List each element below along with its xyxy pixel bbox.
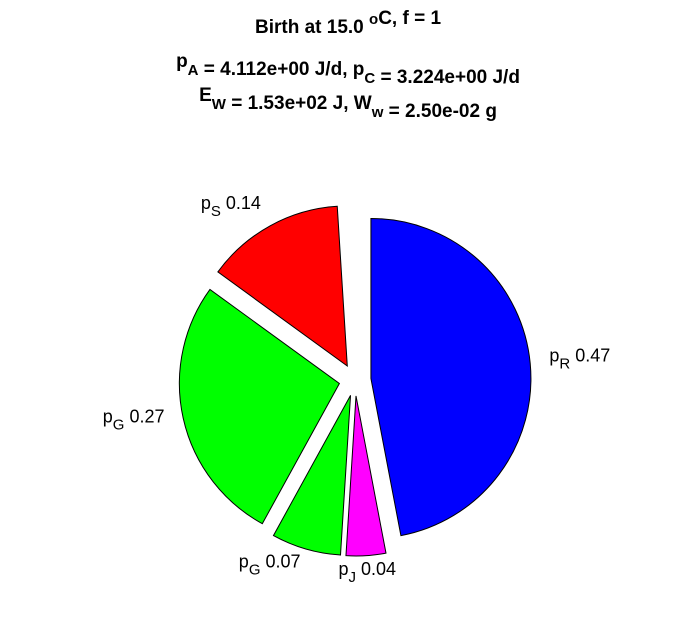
title-text: = 2.50e-02 g (383, 101, 497, 122)
label-base: p (239, 551, 249, 571)
title-sub: A (188, 62, 199, 79)
label-sub: G (249, 561, 261, 578)
label-value: 0.04 (361, 559, 396, 579)
pie-slice (217, 205, 348, 368)
title-text: E (199, 85, 212, 106)
title-sub: w (371, 104, 384, 121)
slice-label: pG 0.07 (239, 551, 301, 578)
label-base: p (549, 346, 559, 366)
slice-label: pG 0.27 (103, 407, 165, 434)
title-text: = 3.224e+00 J/d (375, 67, 520, 88)
slice-label: pS 0.14 (201, 193, 261, 220)
slice-label: pR 0.47 (549, 346, 610, 373)
label-value: 0.47 (575, 346, 610, 366)
pie-slice (272, 395, 352, 556)
label-base: p (338, 559, 348, 579)
label-base: p (103, 407, 113, 427)
label-value: 0.07 (265, 551, 300, 571)
chart-title: pA = 4.112e+00 J/d, pC = 3.224e+00 J/d (176, 51, 520, 88)
label-base: p (201, 193, 211, 213)
title-text: = 4.112e+00 J/d, p (199, 59, 365, 80)
title-sub: W (212, 96, 227, 113)
label-sub: S (211, 203, 221, 220)
chart-title: Birth at 15.0 oC, f = 1 (255, 8, 441, 38)
label-sub: G (113, 417, 125, 434)
label-value: 0.14 (226, 193, 261, 213)
pie-slice (345, 395, 387, 557)
title-sub: C (364, 70, 375, 87)
slice-label: pJ 0.04 (338, 559, 396, 586)
title-text: C, f = 1 (378, 8, 441, 29)
label-sub: J (348, 569, 356, 586)
chart-title: EW = 1.53e+02 J, Ww = 2.50e-02 g (199, 85, 497, 122)
pie-slice (178, 288, 341, 525)
pie-slice (370, 217, 532, 537)
title-text: Birth at 15.0 (255, 17, 369, 38)
title-text: p (176, 51, 188, 72)
title-text: = 1.53e+02 J, W (226, 93, 372, 114)
title-sup: o (369, 11, 378, 28)
label-sub: R (559, 356, 570, 373)
label-value: 0.27 (129, 407, 164, 427)
